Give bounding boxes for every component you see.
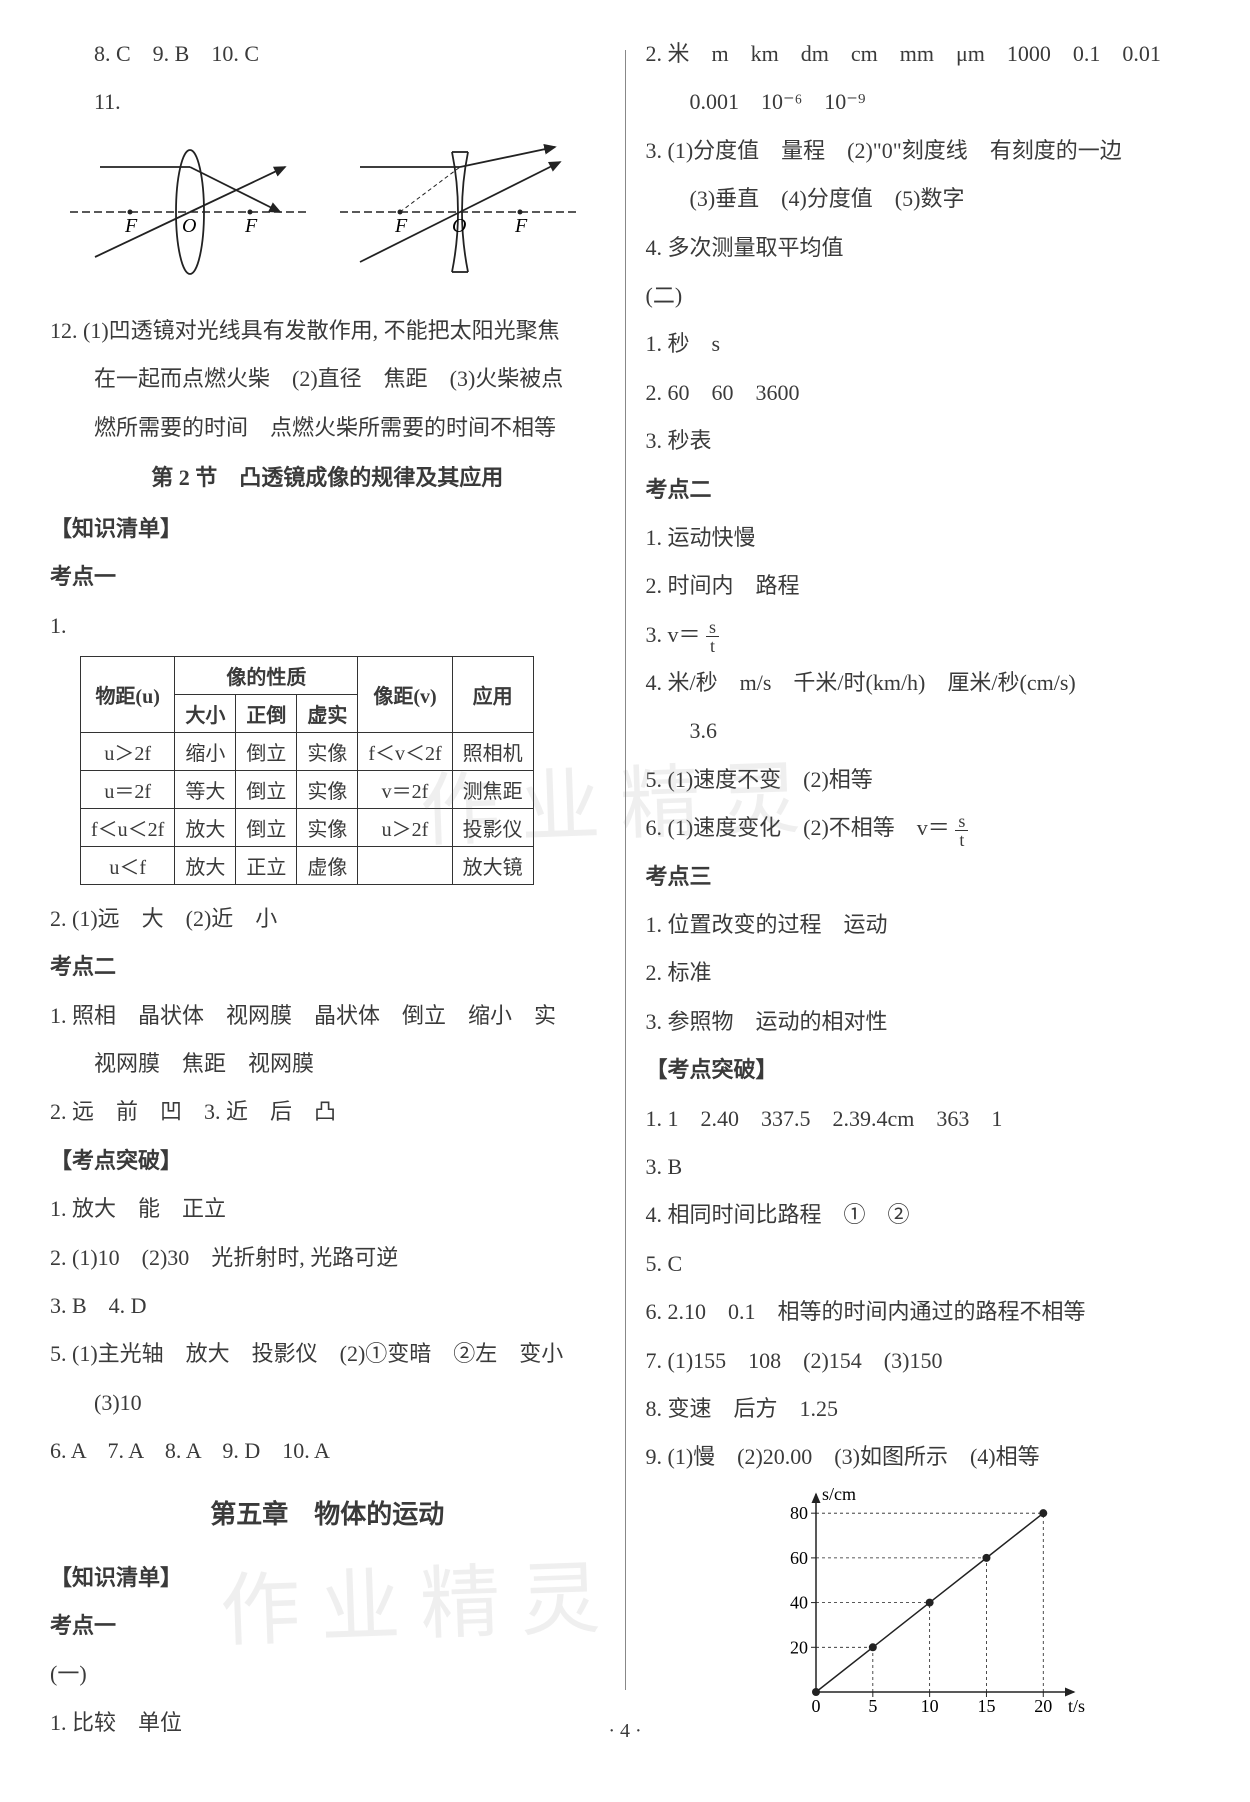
- svg-text:F: F: [514, 215, 528, 237]
- answer-text: 6. A 7. A 8. A 9. D 10. A: [50, 1427, 605, 1475]
- answer-text: 0.001 10⁻⁶ 10⁻⁹: [646, 78, 1201, 126]
- table-header: 像距(v): [358, 656, 452, 732]
- answer-text: 2. 时间内 路程: [646, 562, 1201, 610]
- svg-text:5: 5: [868, 1696, 877, 1716]
- svg-text:20: 20: [1034, 1696, 1052, 1716]
- left-column: 8. C 9. B 10. C 11. F O F: [50, 30, 605, 1710]
- question-label: 11.: [50, 78, 605, 126]
- answer-text: 4. 多次测量取平均值: [646, 224, 1201, 272]
- answer-text: 5. C: [646, 1240, 1201, 1288]
- right-column: 2. 米 m km dm cm mm μm 1000 0.1 0.01 0.00…: [646, 30, 1201, 1710]
- column-divider: [625, 50, 626, 1690]
- table-header: 物距(u): [81, 656, 175, 732]
- answer-text: 2. (1)10 (2)30 光折射时, 光路可逆: [50, 1234, 605, 1282]
- answer-text: 5. (1)速度不变 (2)相等: [646, 756, 1201, 804]
- section-title: 第 2 节 凸透镜成像的规律及其应用: [50, 452, 605, 505]
- fraction: st: [955, 812, 968, 849]
- fraction: st: [706, 618, 719, 655]
- heading-kaodian: 考点二: [646, 466, 1201, 514]
- svg-text:15: 15: [977, 1696, 995, 1716]
- svg-text:60: 60: [790, 1548, 808, 1568]
- heading-kaodian: 考点一: [50, 553, 605, 601]
- line-chart-wrap: 5 10 15 20 0 20 40 60 80 s/cm t/s: [646, 1482, 1201, 1728]
- formula-line: 6. (1)速度变化 (2)不相等 v＝ st: [646, 804, 1201, 852]
- answer-text: 2. 米 m km dm cm mm μm 1000 0.1 0.01: [646, 30, 1201, 78]
- svg-text:F: F: [124, 215, 138, 237]
- svg-text:O: O: [452, 215, 466, 237]
- table-row: u＜f放大正立虚像放大镜: [81, 846, 534, 884]
- answer-text: 4. 相同时间比路程 ① ②: [646, 1191, 1201, 1239]
- answer-text: 6. 2.10 0.1 相等的时间内通过的路程不相等: [646, 1288, 1201, 1336]
- answer-line: 8. C 9. B 10. C: [50, 30, 605, 78]
- answer-text: 1. 运动快慢: [646, 514, 1201, 562]
- answer-text: 在一起而点燃火柴 (2)直径 焦距 (3)火柴被点: [50, 355, 605, 403]
- answer-text: 9. (1)慢 (2)20.00 (3)如图所示 (4)相等: [646, 1433, 1201, 1481]
- heading-kaodian: 考点三: [646, 853, 1201, 901]
- answer-text: 2. (1)远 大 (2)近 小: [50, 895, 605, 943]
- answer-text: 2. 远 前 凹 3. 近 后 凸: [50, 1088, 605, 1136]
- table-header: 应用: [452, 656, 533, 732]
- svg-text:80: 80: [790, 1503, 808, 1523]
- lens-diagrams: F O F F O F: [50, 127, 605, 307]
- answer-text: 1. 放大 能 正立: [50, 1185, 605, 1233]
- svg-text:F: F: [394, 215, 408, 237]
- formula-prefix: 6. (1)速度变化 (2)不相等 v＝: [646, 815, 950, 840]
- heading-kaodian: 考点一: [50, 1602, 605, 1650]
- answer-text: 5. (1)主光轴 放大 投影仪 (2)①变暗 ②左 变小: [50, 1330, 605, 1378]
- svg-text:40: 40: [790, 1592, 808, 1612]
- svg-text:O: O: [182, 215, 196, 237]
- heading-knowledge: 【知识清单】: [50, 505, 605, 553]
- answer-text: 3. B 4. D: [50, 1282, 605, 1330]
- answer-text: 燃所需要的时间 点燃火柴所需要的时间不相等: [50, 404, 605, 452]
- answer-text: 3. 参照物 运动的相对性: [646, 998, 1201, 1046]
- answer-text: 4. 米/秒 m/s 千米/时(km/h) 厘米/秒(cm/s): [646, 659, 1201, 707]
- answer-text: 8. 变速 后方 1.25: [646, 1385, 1201, 1433]
- svg-text:s/cm: s/cm: [822, 1484, 856, 1504]
- sub-label: (一): [50, 1650, 605, 1698]
- line-chart: 5 10 15 20 0 20 40 60 80 s/cm t/s: [766, 1482, 1086, 1722]
- svg-text:F: F: [244, 215, 258, 237]
- svg-text:t/s: t/s: [1068, 1696, 1085, 1716]
- formula-prefix: 3. v＝: [646, 622, 701, 647]
- formula-line: 3. v＝ st: [646, 611, 1201, 659]
- answer-text: 3. 秒表: [646, 417, 1201, 465]
- answer-text: 1. 秒 s: [646, 320, 1201, 368]
- svg-text:0: 0: [811, 1696, 820, 1716]
- table-row: u＝2f等大倒立实像v＝2f测焦距: [81, 770, 534, 808]
- answer-text: 视网膜 焦距 视网膜: [50, 1040, 605, 1088]
- answer-text: 3.6: [646, 707, 1201, 755]
- imaging-table: 物距(u) 像的性质 像距(v) 应用 大小 正倒 虚实 u＞2f缩小倒立实像f…: [80, 656, 534, 885]
- answer-text: 3. B: [646, 1143, 1201, 1191]
- table-header: 正倒: [236, 694, 297, 732]
- table-row: u＞2f缩小倒立实像f＜v＜2f照相机: [81, 732, 534, 770]
- converging-lens-diagram: F O F: [70, 137, 310, 287]
- two-column-layout: 8. C 9. B 10. C 11. F O F: [50, 30, 1200, 1710]
- answer-text: (3)10: [50, 1379, 605, 1427]
- diverging-lens-diagram: F O F: [340, 137, 580, 287]
- table-header: 虚实: [297, 694, 358, 732]
- answer-text: 2. 60 60 3600: [646, 369, 1201, 417]
- heading-kaodian: 考点二: [50, 943, 605, 991]
- heading-breakthrough: 【考点突破】: [50, 1137, 605, 1185]
- answer-text: 12. (1)凹透镜对光线具有发散作用, 不能把太阳光聚焦: [50, 307, 605, 355]
- answer-text: 1. 照相 晶状体 视网膜 晶状体 倒立 缩小 实: [50, 992, 605, 1040]
- question-label: 1.: [50, 602, 605, 650]
- answer-text: 1. 1 2.40 337.5 2.39.4cm 363 1: [646, 1095, 1201, 1143]
- answer-text: 3. (1)分度值 量程 (2)"0"刻度线 有刻度的一边: [646, 127, 1201, 175]
- table-header: 大小: [175, 694, 236, 732]
- answer-text: 2. 标准: [646, 949, 1201, 997]
- table-row: f＜u＜2f放大倒立实像u＞2f投影仪: [81, 808, 534, 846]
- answer-text: (3)垂直 (4)分度值 (5)数字: [646, 175, 1201, 223]
- svg-text:10: 10: [920, 1696, 938, 1716]
- answer-text: 7. (1)155 108 (2)154 (3)150: [646, 1337, 1201, 1385]
- sub-label: (二): [646, 272, 1201, 320]
- heading-breakthrough: 【考点突破】: [646, 1046, 1201, 1094]
- table-header: 像的性质: [175, 656, 358, 694]
- answer-text: 1. 位置改变的过程 运动: [646, 901, 1201, 949]
- chapter-title: 第五章 物体的运动: [50, 1476, 605, 1554]
- svg-text:20: 20: [790, 1637, 808, 1657]
- answer-text: 1. 比较 单位: [50, 1699, 605, 1747]
- heading-knowledge: 【知识清单】: [50, 1554, 605, 1602]
